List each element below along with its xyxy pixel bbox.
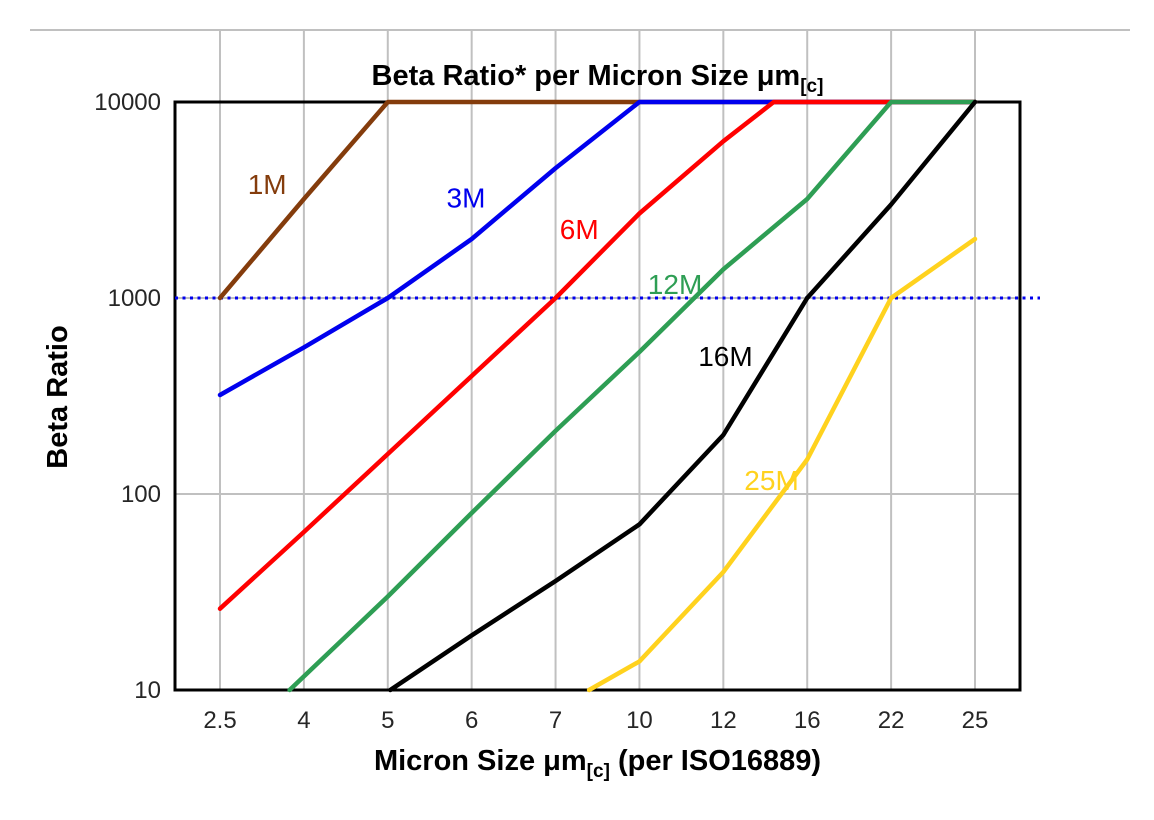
x-tick-label: 25 xyxy=(962,707,989,734)
series-line-1M xyxy=(217,99,978,301)
chart-title: Beta Ratio* per Micron Size μm[c] xyxy=(175,60,1020,98)
y-tick-label: 10000 xyxy=(94,89,161,116)
x-axis-title-suffix: (per ISO16889) xyxy=(609,745,822,777)
y-axis-title: Beta Ratio xyxy=(42,325,74,469)
y-tick-label: 10 xyxy=(134,677,161,704)
series-label-6M: 6M xyxy=(560,214,599,245)
y-tick-label: 100 xyxy=(121,481,161,508)
x-tick-label: 12 xyxy=(710,707,737,734)
series-line-3M xyxy=(217,99,978,398)
x-tick-label: 4 xyxy=(297,707,310,734)
chart-title-subscript: [c] xyxy=(800,75,824,97)
y-tick-label: 1000 xyxy=(108,285,161,312)
chart-title-text: Beta Ratio* per Micron Size xyxy=(371,60,757,92)
x-axis-title: Micron Size μm[c] (per ISO16889) xyxy=(175,745,1020,783)
x-tick-label: 5 xyxy=(381,707,394,734)
plot-frame xyxy=(173,100,1022,692)
x-tick-label: 22 xyxy=(878,707,905,734)
series-line-16M xyxy=(388,99,978,693)
series-label-3M: 3M xyxy=(447,182,486,213)
x-tick-label: 10 xyxy=(626,707,653,734)
series-label-12M: 12M xyxy=(648,269,702,300)
x-tick-label: 7 xyxy=(549,707,562,734)
chart-title-mu: μm xyxy=(756,60,801,92)
series-label-25M: 25M xyxy=(744,465,798,496)
series-line-25M xyxy=(586,236,978,693)
series-line-12M xyxy=(287,99,978,693)
x-axis-title-text: Micron Size xyxy=(373,745,544,777)
series-label-16M: 16M xyxy=(698,341,752,372)
x-tick-label: 16 xyxy=(794,707,821,734)
x-axis-title-mu: μm xyxy=(543,745,587,777)
series-label-1M: 1M xyxy=(248,169,287,200)
series-line-6M xyxy=(217,99,978,611)
x-tick-label: 6 xyxy=(465,707,478,734)
x-axis-title-subscript: [c] xyxy=(586,760,610,782)
x-tick-label: 2.5 xyxy=(203,707,236,734)
